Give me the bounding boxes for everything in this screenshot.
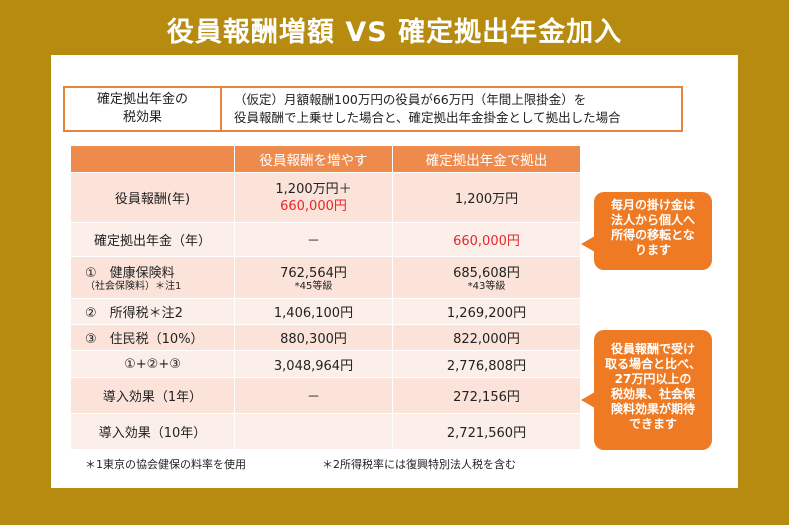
comparison-table: 役員報酬を増やす 確定拠出年金で拠出 役員報酬(年) 1,200万円＋ 660,… xyxy=(70,145,581,450)
row-value-col2: 2,776,808円 xyxy=(392,350,581,378)
summary-desc-line1: （仮定）月額報酬100万円の役員が66万円（年間上限掛金）を xyxy=(234,92,587,107)
row-value-col1: 880,300円 xyxy=(234,324,393,351)
footnote-2: ＊2所得税率には復興特別法人税を含む xyxy=(322,458,516,471)
table-row: 導入効果（10年） 2,721,560円 xyxy=(70,413,581,450)
summary-label-line2: 税効果 xyxy=(122,110,162,125)
row-value-col1: 3,048,964円 xyxy=(234,350,393,378)
table-row: ①+②+③ 3,048,964円 2,776,808円 xyxy=(70,350,581,378)
row-value-col1: 1,406,100円 xyxy=(234,298,393,325)
callout-income-transfer: 毎月の掛け金は 法人から個人へ 所得の移転とな ります xyxy=(581,192,712,270)
row-value-col2: 660,000円 xyxy=(392,222,581,257)
callout-tail xyxy=(581,236,595,252)
table-header-row: 役員報酬を増やす 確定拠出年金で拠出 xyxy=(70,145,581,173)
row-label: 確定拠出年金（年） xyxy=(70,222,235,257)
page-title: 役員報酬増額 VS 確定拠出年金加入 xyxy=(166,17,623,48)
table-header-raise-salary: 役員報酬を増やす xyxy=(234,145,393,173)
row-value-col1: 762,564円 *45等級 xyxy=(234,256,393,299)
table-row: ① 健康保険料 （社会保険料）＊注1 762,564円 *45等級 685,60… xyxy=(70,256,581,299)
row-label: 導入効果（10年） xyxy=(70,413,235,450)
row-label: ③ 住民税（10%） xyxy=(70,324,235,351)
row-value-col2: 1,269,200円 xyxy=(392,298,581,325)
row-value-col2: 2,721,560円 xyxy=(392,413,581,450)
table-row: ③ 住民税（10%） 880,300円 822,000円 xyxy=(70,324,581,351)
table-row: ② 所得税＊注2 1,406,100円 1,269,200円 xyxy=(70,298,581,325)
table-row: 導入効果（1年） － 272,156円 xyxy=(70,377,581,414)
table-row: 役員報酬(年) 1,200万円＋ 660,000円 1,200万円 xyxy=(70,172,581,223)
row-value-col2: 822,000円 xyxy=(392,324,581,351)
summary-label: 確定拠出年金の 税効果 xyxy=(65,88,222,130)
row-value-col2: 1,200万円 xyxy=(392,172,581,223)
footnote-1: ＊1東京の協会健保の料率を使用 xyxy=(85,458,246,471)
row-label: 役員報酬(年) xyxy=(70,172,235,223)
table-row: 確定拠出年金（年） － 660,000円 xyxy=(70,222,581,257)
row-value-col2: 685,608円 *43等級 xyxy=(392,256,581,299)
row-label: ② 所得税＊注2 xyxy=(70,298,235,325)
row-value-col1: 1,200万円＋ 660,000円 xyxy=(234,172,393,223)
summary-label-line1: 確定拠出年金の xyxy=(96,92,188,107)
summary-desc-line2: 役員報酬で上乗せした場合と、確定拠出年金掛金として拠出した場合 xyxy=(234,110,621,125)
callout-tail xyxy=(581,392,595,408)
row-value-col1: － xyxy=(234,222,393,257)
summary-box: 確定拠出年金の 税効果 （仮定）月額報酬100万円の役員が66万円（年間上限掛金… xyxy=(63,86,683,132)
callout-tax-effect: 役員報酬で受け 取る場合と比べ、 27万円以上の 税効果、社会保 険料効果が期待… xyxy=(581,330,712,450)
row-label: 導入効果（1年） xyxy=(70,377,235,414)
table-header-dc-pension: 確定拠出年金で拠出 xyxy=(392,145,581,173)
row-value-col2: 272,156円 xyxy=(392,377,581,414)
summary-description: （仮定）月額報酬100万円の役員が66万円（年間上限掛金）を 役員報酬で上乗せし… xyxy=(222,88,681,130)
row-value-col1 xyxy=(234,413,393,450)
table-header-blank xyxy=(70,145,235,173)
row-label: ①+②+③ xyxy=(70,350,235,378)
row-label: ① 健康保険料 （社会保険料）＊注1 xyxy=(70,256,235,299)
row-value-col1: － xyxy=(234,377,393,414)
